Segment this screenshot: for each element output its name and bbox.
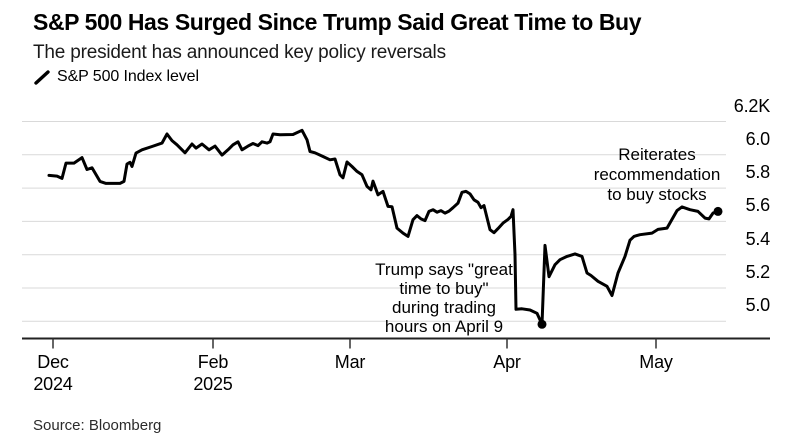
chart-title: S&P 500 Has Surged Since Trump Said Grea…	[33, 9, 642, 35]
annotation-line: during trading	[392, 298, 496, 317]
event-marker-dot	[713, 206, 723, 216]
x-axis-label: May	[639, 352, 673, 372]
y-axis-label: 5.0	[745, 295, 771, 316]
sp500-line-series	[47, 128, 720, 326]
annotation-reiterates-buy-stocks: Reiterates recommendation to buy stocks	[594, 145, 721, 205]
annotation-line: Reiterates	[618, 145, 696, 164]
x-axis-label: Mar	[334, 352, 366, 372]
y-axis-label: 5.2	[745, 262, 771, 282]
x-axis-label: Apr	[493, 352, 521, 372]
y-axis-label: 6.2K	[733, 95, 770, 116]
x-axis-label: Feb	[197, 352, 229, 372]
chart-subtitle: The president has announced key policy r…	[33, 42, 446, 63]
annotation-trump-great-time-to-buy: Trump says "great time to buy" during tr…	[375, 260, 513, 336]
annotation-line: time to buy"	[399, 279, 489, 298]
x-axis-label: Dec	[37, 352, 69, 372]
annotation-line: recommendation	[593, 165, 721, 184]
annotation-line: hours on April 9	[384, 317, 504, 336]
event-marker-dot	[537, 319, 547, 329]
y-axis-label: 6.0	[745, 128, 771, 149]
y-axis-label: 5.6	[745, 195, 771, 216]
legend: S&P 500 Index level	[34, 68, 199, 86]
annotation-line: Trump says "great	[375, 260, 513, 279]
y-axis-label: 5.8	[745, 162, 771, 183]
x-axis-year-label: 2025	[193, 374, 233, 394]
line-series-icon	[34, 69, 50, 85]
x-axis-year-label: 2024	[33, 374, 73, 394]
legend-label: S&P 500 Index level	[57, 68, 199, 85]
y-axis-label: 5.4	[745, 228, 771, 249]
source-credit: Source: Bloomberg	[33, 417, 162, 434]
annotation-line: to buy stocks	[607, 185, 707, 204]
